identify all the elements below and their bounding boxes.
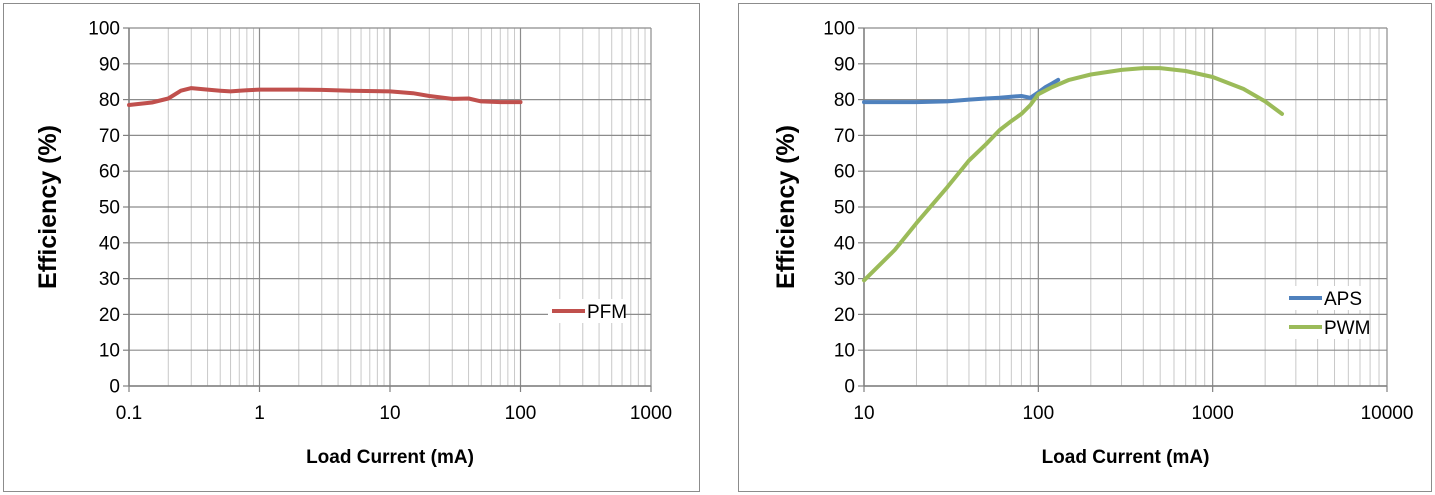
left-y-tick-label: 80 [99,90,120,111]
right-x-tick-label: 1000 [1192,403,1234,424]
left-y-tick-label: 40 [99,233,120,254]
left-x-tick-label: 10 [379,403,400,424]
left-y-tick-label: 50 [99,198,120,219]
left-x-tick-label: 1 [254,403,265,424]
right-legend-label-aps: APS [1324,289,1362,310]
right-y-tick-label: 80 [834,90,855,111]
right-x-axis-label: Load Current (mA) [1042,447,1210,468]
left-y-tick-label: 100 [88,19,120,40]
left-x-tick-label: 0.1 [116,403,142,424]
right-y-tick-label: 40 [834,233,855,254]
left-x-tick-label: 100 [505,403,537,424]
right-y-tick-label: 100 [823,19,855,40]
right-y-tick-label: 70 [834,126,855,147]
right-legend-label-pwm: PWM [1324,318,1370,339]
left-series-pfm-line [127,86,523,107]
left-y-tick-label: 90 [99,54,120,75]
right-series-pwm-line [862,66,1284,283]
left-y-tick-label: 20 [99,305,120,326]
right-x-tick-label: 10000 [1361,403,1414,424]
right-y-tick-label: 60 [834,162,855,183]
chart-right-svg: 0 10 20 30 40 50 60 70 80 90 100 10 100 1000 10000 Load… [772,19,1414,469]
left-y-tick-label: 70 [99,126,120,147]
right-x-tick-label: 100 [1022,403,1054,424]
right-x-tick-label: 10 [853,403,874,424]
left-x-axis-label: Load Current (mA) [306,447,474,468]
right-y-tick-label: 20 [834,305,855,326]
chart-left: 0 10 20 30 40 50 60 70 80 90 100 0.1 1 10 100 1000 Load … [3,3,700,492]
left-y-tick-label: 60 [99,162,120,183]
right-series-aps-line [862,77,1061,105]
left-x-tick-label: 1000 [630,403,672,424]
left-y-tick-label: 10 [99,341,120,362]
right-y-axis-label: Efficiency (%) [772,125,800,289]
right-y-tick-label: 90 [834,54,855,75]
left-y-tick-label: 0 [109,377,120,398]
right-y-tick-label: 10 [834,341,855,362]
chart-left-svg: 0 10 20 30 40 50 60 70 80 90 100 0.1 1 10 100 1000 Load … [34,19,672,469]
left-y-axis-label: Efficiency (%) [34,125,62,289]
left-y-tick-label: 30 [99,269,120,290]
chart-right: 0 10 20 30 40 50 60 70 80 90 100 10 100 1000 10000 Load… [738,3,1432,492]
right-y-tick-label: 50 [834,198,855,219]
left-legend-label-pfm: PFM [587,302,627,323]
right-y-tick-label: 0 [844,377,855,398]
right-y-tick-label: 30 [834,269,855,290]
